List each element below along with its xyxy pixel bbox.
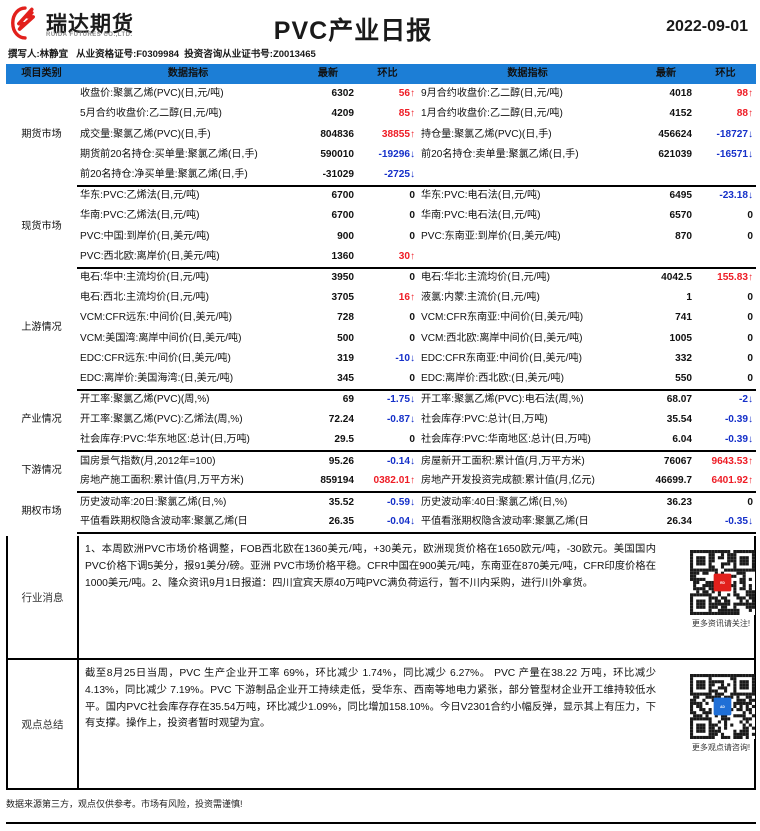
svg-text:RD: RD — [720, 581, 725, 585]
svg-text:AD: AD — [720, 705, 725, 709]
